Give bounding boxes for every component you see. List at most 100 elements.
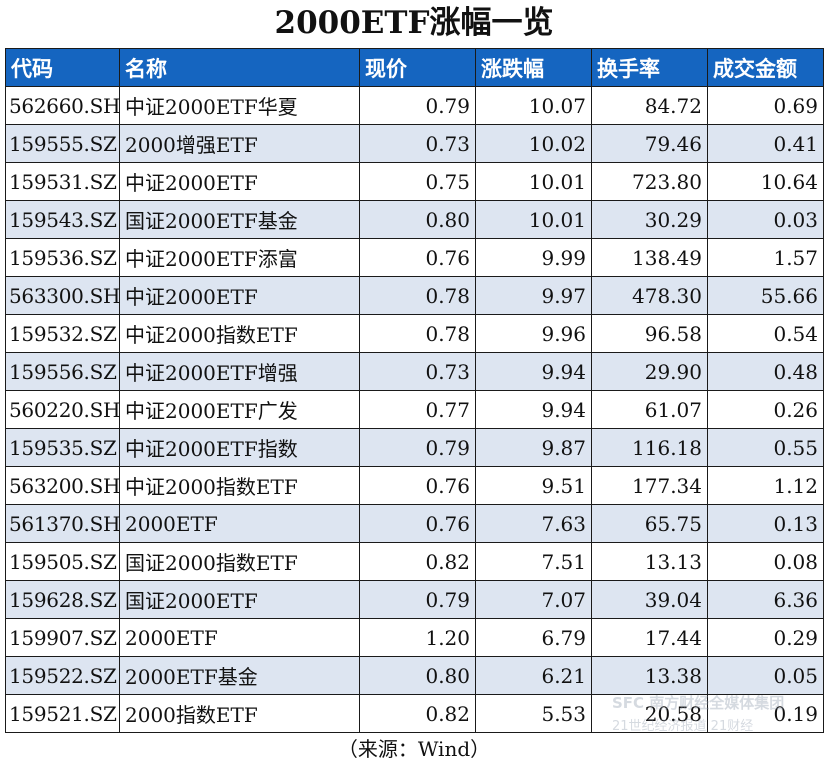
- cell-change: 9.97: [475, 276, 592, 315]
- cell-price: 0.78: [359, 276, 476, 315]
- column-header-turnover: 换手率: [591, 48, 708, 87]
- cell-change: 9.96: [475, 314, 592, 353]
- cell-code: 159522.SZ: [5, 656, 120, 695]
- cell-turnover: 61.07: [591, 390, 708, 429]
- cell-name: 2000增强ETF: [119, 124, 360, 163]
- cell-code: 159536.SZ: [5, 238, 120, 277]
- cell-turnover: 13.38: [591, 656, 708, 695]
- cell-amount: 0.29: [707, 618, 824, 657]
- cell-price: 0.76: [359, 466, 476, 505]
- column-header-amount: 成交金额: [707, 48, 824, 87]
- cell-change: 10.01: [475, 162, 592, 201]
- table-row: 159521.SZ 2000指数ETF 0.82 5.53 20.58 0.19: [5, 694, 824, 733]
- cell-name: 中证2000指数ETF: [119, 314, 360, 353]
- cell-turnover: 13.13: [591, 542, 708, 581]
- column-header-code: 代码: [5, 48, 120, 87]
- cell-turnover: 116.18: [591, 428, 708, 467]
- cell-code: 159543.SZ: [5, 200, 120, 239]
- cell-amount: 0.05: [707, 656, 824, 695]
- cell-price: 1.20: [359, 618, 476, 657]
- cell-code: 563300.SH: [5, 276, 120, 315]
- cell-change: 9.99: [475, 238, 592, 277]
- cell-change: 7.07: [475, 580, 592, 619]
- cell-turnover: 17.44: [591, 618, 708, 657]
- cell-name: 中证2000ETF添富: [119, 238, 360, 277]
- cell-amount: 0.03: [707, 200, 824, 239]
- cell-change: 10.02: [475, 124, 592, 163]
- cell-amount: 0.69: [707, 86, 824, 125]
- cell-amount: 0.08: [707, 542, 824, 581]
- cell-change: 6.79: [475, 618, 592, 657]
- cell-turnover: 65.75: [591, 504, 708, 543]
- cell-name: 中证2000ETF华夏: [119, 86, 360, 125]
- table-row: 159628.SZ 国证2000ETF 0.79 7.07 39.04 6.36: [5, 580, 824, 619]
- cell-change: 7.51: [475, 542, 592, 581]
- cell-name: 中证2000ETF增强: [119, 352, 360, 391]
- table-header-row: 代码 名称 现价 涨跌幅 换手率 成交金额: [5, 48, 824, 87]
- cell-code: 159556.SZ: [5, 352, 120, 391]
- cell-amount: 1.57: [707, 238, 824, 277]
- cell-price: 0.79: [359, 86, 476, 125]
- cell-amount: 6.36: [707, 580, 824, 619]
- cell-change: 9.51: [475, 466, 592, 505]
- cell-name: 国证2000ETF: [119, 580, 360, 619]
- column-header-change: 涨跌幅: [475, 48, 592, 87]
- cell-price: 0.73: [359, 124, 476, 163]
- table-row: 561370.SH 2000ETF 0.76 7.63 65.75 0.13: [5, 504, 824, 543]
- cell-code: 561370.SH: [5, 504, 120, 543]
- cell-change: 6.21: [475, 656, 592, 695]
- cell-amount: 10.64: [707, 162, 824, 201]
- cell-price: 0.75: [359, 162, 476, 201]
- cell-code: 159555.SZ: [5, 124, 120, 163]
- table-title: 2000ETF涨幅一览: [274, 5, 554, 41]
- cell-price: 0.82: [359, 542, 476, 581]
- cell-price: 0.80: [359, 656, 476, 695]
- cell-amount: 0.54: [707, 314, 824, 353]
- table-row: 560220.SH 中证2000ETF广发 0.77 9.94 61.07 0.26: [5, 390, 824, 429]
- cell-turnover: 723.80: [591, 162, 708, 201]
- table-row: 159536.SZ 中证2000ETF添富 0.76 9.99 138.49 1.57: [5, 238, 824, 277]
- table-row: 159907.SZ 2000ETF 1.20 6.79 17.44 0.29: [5, 618, 824, 657]
- cell-name: 中证2000ETF广发: [119, 390, 360, 429]
- etf-table: 代码 名称 现价 涨跌幅 换手率 成交金额 562660.SH 中证2000ETF…: [5, 48, 824, 733]
- cell-turnover: 20.58: [591, 694, 708, 733]
- cell-turnover: 29.90: [591, 352, 708, 391]
- column-header-name: 名称: [119, 48, 360, 87]
- table-body: 562660.SH 中证2000ETF华夏 0.79 10.07 84.72 0.69 15…: [5, 86, 824, 733]
- cell-price: 0.82: [359, 694, 476, 733]
- cell-code: 563200.SH: [5, 466, 120, 505]
- cell-name: 中证2000ETF: [119, 276, 360, 315]
- table-row: 159556.SZ 中证2000ETF增强 0.73 9.94 29.90 0.48: [5, 352, 824, 391]
- cell-change: 7.63: [475, 504, 592, 543]
- cell-change: 5.53: [475, 694, 592, 733]
- cell-name: 中证2000ETF指数: [119, 428, 360, 467]
- cell-price: 0.78: [359, 314, 476, 353]
- cell-code: 159628.SZ: [5, 580, 120, 619]
- cell-price: 0.76: [359, 238, 476, 277]
- cell-amount: 0.41: [707, 124, 824, 163]
- cell-code: 159532.SZ: [5, 314, 120, 353]
- cell-change: 9.94: [475, 390, 592, 429]
- cell-amount: 0.19: [707, 694, 824, 733]
- table-row: 159543.SZ 国证2000ETF基金 0.80 10.01 30.29 0.03: [5, 200, 824, 239]
- cell-name: 2000ETF基金: [119, 656, 360, 695]
- cell-code: 159505.SZ: [5, 542, 120, 581]
- cell-turnover: 30.29: [591, 200, 708, 239]
- cell-turnover: 84.72: [591, 86, 708, 125]
- table-row: 562660.SH 中证2000ETF华夏 0.79 10.07 84.72 0.69: [5, 86, 824, 125]
- cell-code: 159907.SZ: [5, 618, 120, 657]
- cell-change: 10.07: [475, 86, 592, 125]
- cell-turnover: 478.30: [591, 276, 708, 315]
- table-row: 159531.SZ 中证2000ETF 0.75 10.01 723.80 10.64: [5, 162, 824, 201]
- cell-amount: 0.55: [707, 428, 824, 467]
- column-header-price: 现价: [359, 48, 476, 87]
- cell-turnover: 96.58: [591, 314, 708, 353]
- cell-name: 中证2000ETF: [119, 162, 360, 201]
- source-note: （来源：Wind）: [337, 737, 491, 761]
- cell-amount: 0.48: [707, 352, 824, 391]
- cell-name: 国证2000指数ETF: [119, 542, 360, 581]
- cell-name: 2000ETF: [119, 618, 360, 657]
- cell-turnover: 177.34: [591, 466, 708, 505]
- cell-name: 中证2000指数ETF: [119, 466, 360, 505]
- cell-price: 0.80: [359, 200, 476, 239]
